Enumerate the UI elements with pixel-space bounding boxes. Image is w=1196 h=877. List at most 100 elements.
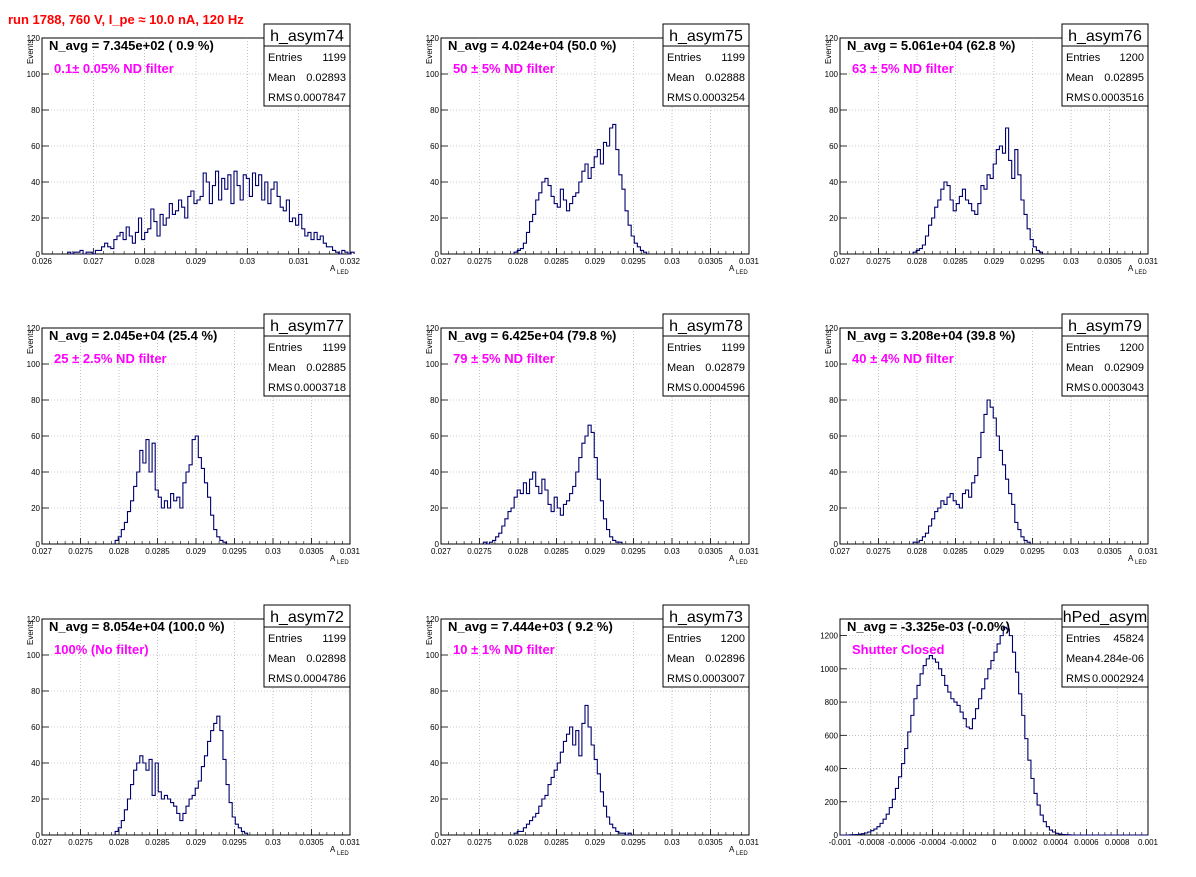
stats-box [1061, 335, 1149, 397]
x-tick-label: 0.03 [664, 838, 680, 847]
filter-label: Shutter Closed [852, 642, 945, 657]
histogram-panel-h_asym72: 0.027 0.0275 0.028 0.0285 0.029 0.0295 0.03 0.0… [26, 604, 361, 857]
x-tick-label: 0.0285 [544, 547, 569, 556]
histogram-line-hPed_asym [840, 626, 1148, 836]
y-tick-label: 40 [430, 759, 439, 768]
y-tick-label: 0 [36, 540, 41, 549]
stats-label: Mean [268, 72, 296, 84]
x-tick-label: 0.0295 [222, 547, 247, 556]
y-tick-label: 100 [426, 70, 440, 79]
x-tick-label: 0.0305 [1097, 547, 1122, 556]
y-axis-label: Events [425, 330, 434, 354]
histogram-name: h_asym72 [270, 609, 344, 626]
stats-label: Entries [268, 52, 303, 64]
histogram-panel-h_asym73: 0.027 0.0275 0.028 0.0285 0.029 0.0295 0.03 0.0… [425, 604, 760, 857]
stats-label: Entries [1066, 52, 1101, 64]
y-tick-label: 100 [27, 651, 41, 660]
y-tick-label: 80 [430, 106, 439, 115]
x-tick-label: 0.0295 [222, 838, 247, 847]
x-tick-label: 0.028 [508, 547, 529, 556]
x-tick-label: 0.029 [186, 547, 207, 556]
x-tick-label: 0.027 [32, 838, 53, 847]
y-tick-label: 120 [27, 34, 41, 43]
y-tick-label: 0 [435, 831, 440, 840]
x-tick-label: 0.029 [186, 838, 207, 847]
stats-label: RMS [1066, 673, 1090, 685]
y-tick-label: 0 [834, 540, 839, 549]
y-tick-label: 40 [829, 178, 838, 187]
y-tick-label: 120 [426, 34, 440, 43]
stats-value: 0.0003007 [693, 673, 745, 685]
x-tick-label: 0.029 [585, 838, 606, 847]
x-tick-label: 0.028 [109, 838, 130, 847]
navg-label: N_avg = 2.045e+04 (25.4 %) [49, 328, 217, 343]
filter-label: 79 ± 5% ND filter [453, 351, 555, 366]
stats-value: 0.02893 [306, 72, 346, 84]
x-tick-label: 0.027 [431, 547, 452, 556]
y-tick-label: 40 [31, 468, 40, 477]
histogram-panel-h_asym74: 0.026 0.027 0.028 0.029 0.03 0.031 0.032 0 20 40 6… [26, 23, 361, 276]
x-axis-label: A LED [729, 845, 748, 857]
histogram-line-h_asym74 [67, 170, 355, 255]
x-tick-label: 0.03 [265, 547, 281, 556]
histogram-line-h_asym73 [513, 704, 632, 836]
y-tick-label: 800 [825, 698, 839, 707]
x-tick-label: 0.0285 [544, 838, 569, 847]
histogram-panel-h_asym77: 0.027 0.0275 0.028 0.0285 0.029 0.0295 0.03 0.0… [26, 313, 361, 566]
y-tick-label: 80 [31, 687, 40, 696]
stats-label: Mean [667, 653, 695, 665]
x-tick-label: -0.0002 [950, 838, 978, 847]
y-tick-label: 20 [31, 214, 40, 223]
stats-value: 1200 [1120, 52, 1144, 64]
x-axis-label: A LED [1128, 264, 1147, 276]
y-tick-label: 80 [31, 106, 40, 115]
stats-label: Entries [667, 52, 702, 64]
stats-value: 1199 [322, 633, 346, 645]
x-tick-label: 0.0285 [943, 547, 968, 556]
histogram-line-h_asym72 [114, 715, 249, 835]
filter-label: 63 ± 5% ND filter [852, 61, 954, 76]
x-tick-label: 0.0285 [145, 547, 170, 556]
x-tick-label: 0.0295 [1020, 257, 1045, 266]
y-tick-label: 20 [430, 795, 439, 804]
y-tick-label: 120 [27, 615, 41, 624]
stats-value: 0.02879 [705, 362, 745, 374]
x-tick-label: 0.031 [739, 838, 760, 847]
y-tick-label: 0 [435, 250, 440, 259]
y-axis-label: Events [26, 621, 35, 645]
y-tick-label: 80 [430, 396, 439, 405]
stats-label: Mean [268, 653, 296, 665]
y-tick-label: 600 [825, 731, 839, 740]
y-tick-label: 0 [36, 831, 41, 840]
stats-label: Mean [1066, 653, 1094, 665]
x-tick-label: 0.0305 [1097, 257, 1122, 266]
x-tick-label: 0.0305 [698, 547, 723, 556]
navg-label: N_avg = 4.024e+04 (50.0 %) [448, 38, 616, 53]
histogram-line-h_asym76 [912, 127, 1044, 254]
x-axis-label: A LED [1128, 554, 1147, 566]
x-tick-label: 0.0275 [866, 547, 891, 556]
x-tick-label: 0.0285 [943, 257, 968, 266]
stats-value: 0.0004786 [294, 673, 346, 685]
y-tick-label: 60 [31, 432, 40, 441]
y-tick-label: 0 [36, 250, 41, 259]
x-tick-label: 0.031 [289, 257, 310, 266]
x-tick-label: 0.029 [984, 547, 1005, 556]
x-tick-label: 0.001 [1138, 838, 1159, 847]
stats-value: 0.02909 [1104, 362, 1144, 374]
y-tick-label: 120 [426, 615, 440, 624]
y-tick-label: 0 [834, 831, 839, 840]
y-tick-label: 20 [430, 504, 439, 513]
navg-label: N_avg = 7.444e+03 ( 9.2 %) [448, 619, 613, 634]
x-tick-label: 0.0275 [467, 547, 492, 556]
stats-label: Mean [1066, 362, 1094, 374]
y-tick-label: 80 [31, 396, 40, 405]
filter-label: 100% (No filter) [54, 642, 149, 657]
stats-value: 0.0004596 [693, 382, 745, 394]
y-tick-label: 60 [430, 142, 439, 151]
y-tick-label: 20 [829, 504, 838, 513]
stats-value: 0.0003516 [1092, 92, 1144, 104]
x-axis-label: A LED [729, 554, 748, 566]
y-tick-label: 80 [430, 687, 439, 696]
stats-value: 0.02895 [1104, 72, 1144, 84]
